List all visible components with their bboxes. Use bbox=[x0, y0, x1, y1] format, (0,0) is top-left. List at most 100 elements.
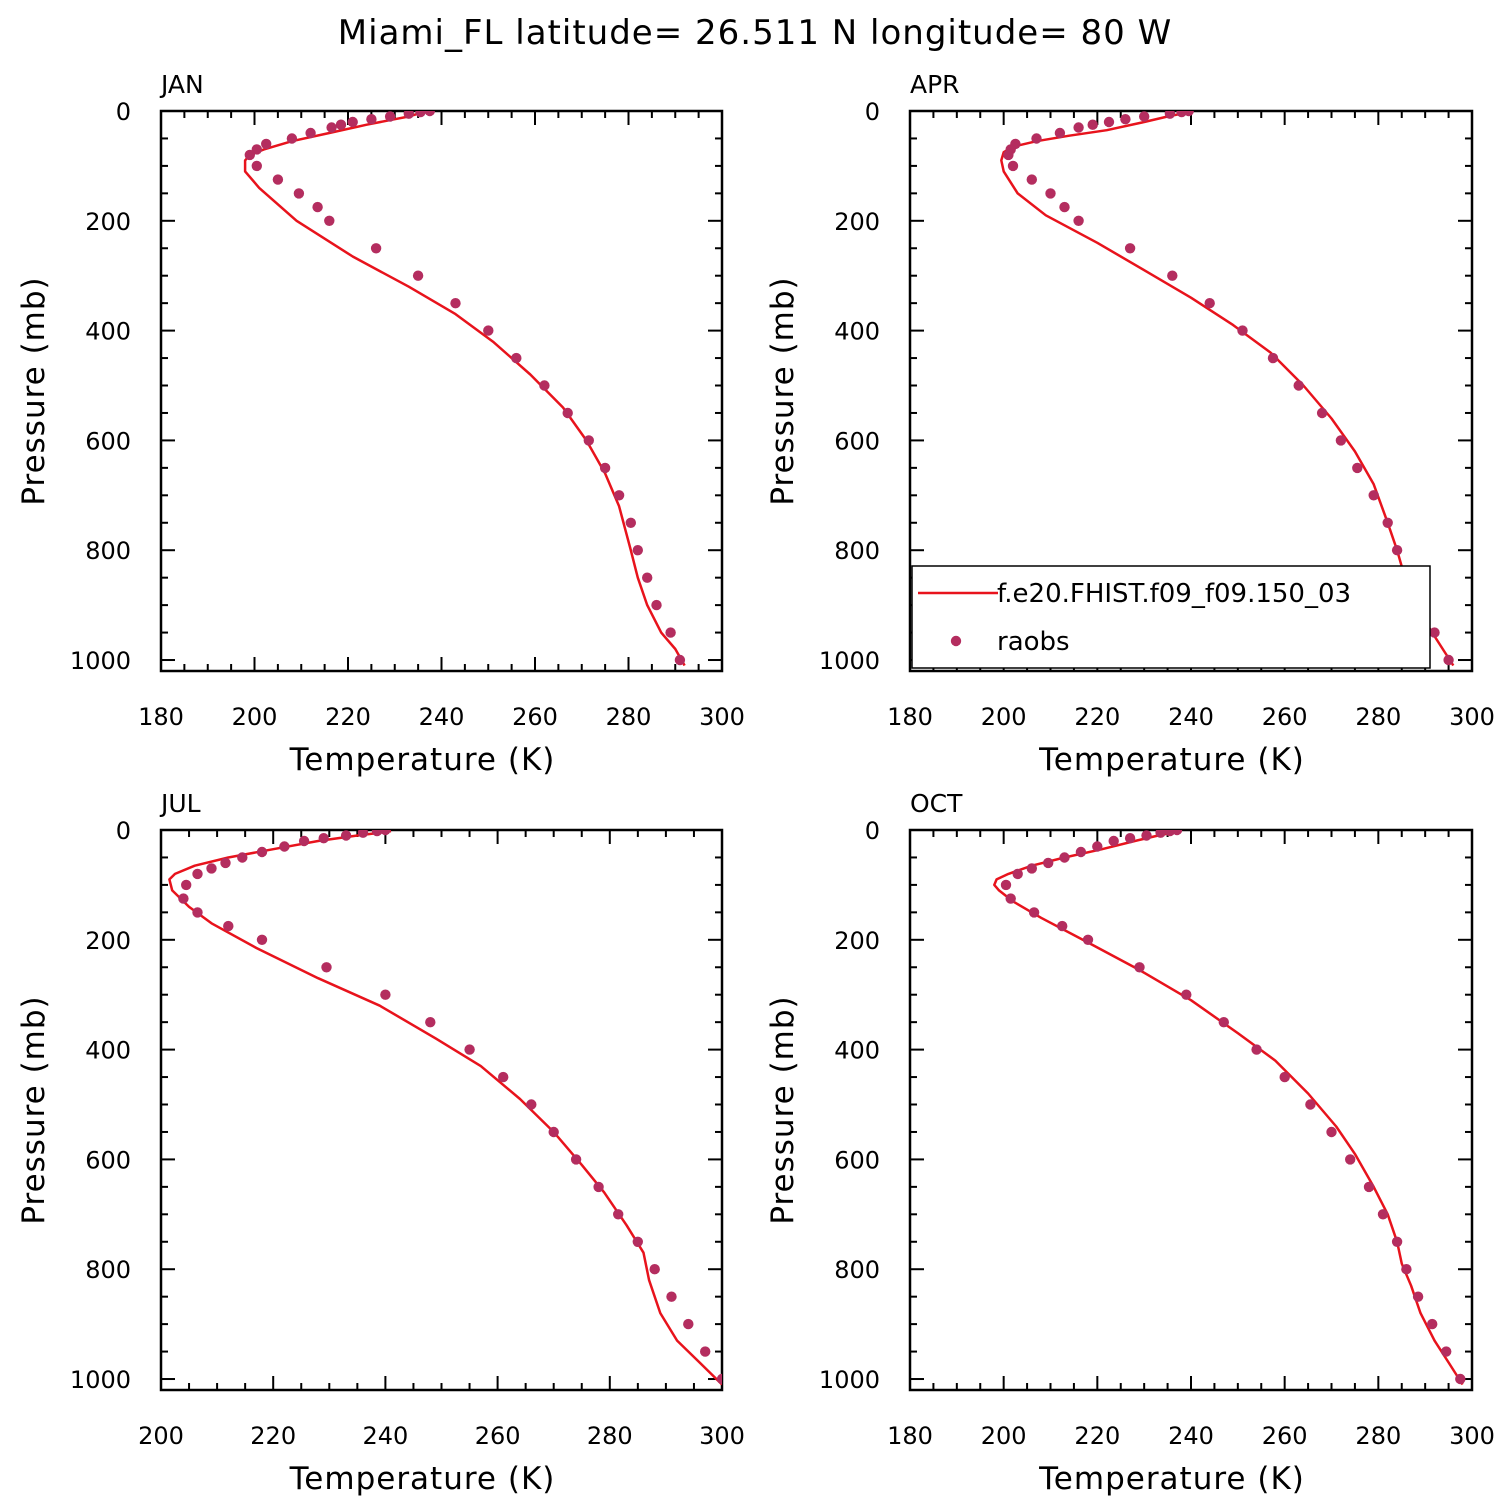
x-tick-label: 260 bbox=[1262, 703, 1308, 731]
raobs-point bbox=[716, 1373, 722, 1385]
raobs-point bbox=[1028, 907, 1040, 918]
x-tick-label: 300 bbox=[699, 1422, 745, 1450]
raobs-point bbox=[1134, 962, 1145, 973]
legend-box bbox=[911, 565, 1431, 669]
raobs-point bbox=[665, 627, 676, 638]
raobs-point bbox=[251, 144, 262, 155]
y-axis-title: Pressure (mb) bbox=[16, 995, 52, 1224]
raobs-point bbox=[1057, 920, 1068, 932]
y-axis-title: Pressure (mb) bbox=[16, 276, 52, 505]
raobs-point bbox=[237, 852, 248, 863]
raobs-point bbox=[649, 1264, 660, 1275]
raobs-point bbox=[1073, 122, 1084, 133]
raobs-point bbox=[1427, 1318, 1438, 1330]
panel-label: APR bbox=[910, 70, 960, 99]
raobs-point bbox=[1293, 380, 1304, 391]
raobs-point bbox=[562, 407, 573, 419]
raobs-point bbox=[1237, 325, 1248, 336]
y-tick-label: 1000 bbox=[819, 1366, 880, 1394]
x-tick-label: 260 bbox=[1262, 1422, 1308, 1450]
raobs-point bbox=[192, 907, 203, 918]
raobs-point bbox=[1176, 111, 1187, 118]
raobs-point bbox=[324, 215, 335, 226]
x-tick-label: 180 bbox=[887, 1422, 933, 1450]
y-tick-label: 0 bbox=[116, 98, 131, 126]
x-tick-label: 260 bbox=[512, 703, 558, 731]
raobs-point bbox=[1441, 1346, 1452, 1357]
x-tick-label: 180 bbox=[887, 703, 933, 731]
raobs-point bbox=[380, 989, 391, 1000]
raobs-point bbox=[498, 1071, 509, 1083]
raobs-point bbox=[403, 111, 414, 119]
raobs-point bbox=[483, 325, 494, 336]
raobs-point bbox=[1164, 830, 1176, 837]
raobs-point bbox=[1429, 627, 1440, 638]
y-tick-label: 400 bbox=[834, 318, 880, 346]
y-tick-label: 400 bbox=[834, 1037, 880, 1065]
x-axis-title: Temperature (K) bbox=[1038, 742, 1305, 778]
raobs-point bbox=[1204, 298, 1215, 309]
raobs-point bbox=[412, 270, 424, 281]
raobs-point bbox=[511, 352, 522, 364]
raobs-point bbox=[244, 149, 255, 161]
raobs-point bbox=[1363, 1181, 1375, 1193]
y-tick-label: 600 bbox=[85, 427, 131, 455]
raobs-point bbox=[1267, 352, 1279, 364]
raobs-point bbox=[251, 160, 262, 172]
plot-area bbox=[993, 830, 1466, 1386]
raobs-point bbox=[666, 1291, 677, 1302]
raobs-point bbox=[613, 1209, 624, 1220]
y-tick-label: 0 bbox=[865, 98, 880, 126]
x-tick-label: 200 bbox=[981, 1422, 1027, 1450]
raobs-point bbox=[700, 1346, 711, 1357]
raobs-point bbox=[1412, 1291, 1424, 1302]
raobs-point bbox=[464, 1044, 475, 1055]
raobs-point bbox=[1139, 111, 1150, 122]
raobs-point bbox=[1167, 270, 1178, 281]
y-tick-label: 200 bbox=[85, 208, 131, 236]
raobs-point bbox=[1443, 654, 1454, 666]
y-tick-label: 200 bbox=[834, 927, 880, 955]
raobs-point bbox=[548, 1126, 559, 1138]
legend-obs-label: raobs bbox=[997, 627, 1070, 657]
raobs-point bbox=[651, 599, 662, 611]
raobs-point bbox=[1352, 462, 1363, 474]
x-tick-label: 300 bbox=[1449, 1422, 1495, 1450]
raobs-point bbox=[279, 841, 290, 852]
raobs-point bbox=[206, 863, 217, 874]
y-axis-title: Pressure (mb) bbox=[765, 995, 801, 1224]
x-tick-label: 240 bbox=[1168, 703, 1214, 731]
y-tick-label: 400 bbox=[85, 318, 131, 346]
raobs-point bbox=[326, 122, 337, 133]
raobs-point bbox=[1005, 893, 1016, 904]
y-tick-label: 800 bbox=[85, 537, 131, 565]
panel-apr: APR 180 200 220 240 260 280 300 0 200 400 600 800 100… bbox=[765, 70, 1495, 778]
raobs-point bbox=[1007, 160, 1019, 172]
raobs-point bbox=[357, 830, 369, 838]
raobs-point bbox=[286, 133, 298, 144]
raobs-point bbox=[293, 188, 305, 199]
raobs-point bbox=[424, 111, 435, 117]
model-profile-line bbox=[243, 111, 686, 667]
panel-label: OCT bbox=[910, 789, 963, 818]
raobs-point bbox=[1082, 934, 1094, 945]
x-tick-label: 280 bbox=[606, 703, 652, 731]
panel-label: JAN bbox=[159, 70, 204, 99]
y-tick-label: 200 bbox=[85, 927, 131, 955]
raobs-point bbox=[384, 111, 396, 122]
raobs-point bbox=[256, 934, 268, 945]
raobs-point bbox=[1045, 188, 1056, 199]
y-tick-label: 400 bbox=[85, 1037, 131, 1065]
y-tick-label: 0 bbox=[116, 817, 131, 845]
plot-area bbox=[168, 830, 722, 1386]
raobs-point bbox=[1012, 868, 1023, 880]
raobs-point bbox=[1345, 1154, 1356, 1165]
model-profile-line bbox=[168, 830, 722, 1386]
raobs-point bbox=[1059, 852, 1070, 863]
y-tick-label: 800 bbox=[85, 1256, 131, 1284]
panel-label: JUL bbox=[159, 789, 201, 818]
raobs-point bbox=[1124, 243, 1136, 254]
raobs-point bbox=[1075, 846, 1087, 858]
